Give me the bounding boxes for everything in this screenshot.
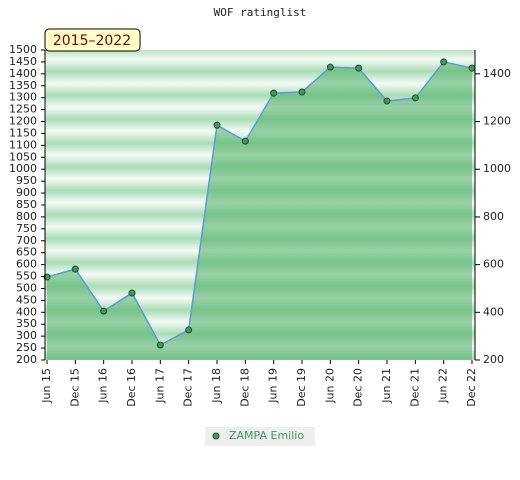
x-tick-label: Dec 17 — [182, 368, 195, 407]
marker — [298, 88, 306, 96]
y2-tick-label: 200 — [483, 353, 504, 366]
marker — [383, 97, 391, 105]
y-tick-label: 250 — [16, 341, 37, 354]
y-tick-label: 550 — [16, 270, 37, 283]
y2-tick-label: 800 — [483, 210, 504, 223]
marker — [156, 341, 164, 349]
legend-box — [205, 427, 315, 446]
y-tick-label: 500 — [16, 281, 37, 294]
marker — [411, 94, 419, 102]
marker — [71, 265, 79, 273]
y-tick-label: 1500 — [9, 43, 37, 56]
y-tick-label: 950 — [16, 174, 37, 187]
annotation: 2015–2022 — [53, 33, 131, 49]
y-tick-label: 200 — [16, 353, 37, 366]
area — [47, 61, 472, 361]
y-tick-label: 600 — [16, 258, 37, 271]
x-tick-label: Jun 19 — [267, 368, 280, 404]
y-tick-label: 1050 — [9, 150, 37, 163]
marker — [241, 137, 249, 145]
x-tick-label: Dec 22 — [465, 368, 478, 407]
y-tick-label: 1150 — [9, 126, 37, 139]
y-tick-label: 700 — [16, 234, 37, 247]
y-tick-label: 800 — [16, 210, 37, 223]
x-tick-label: Dec 19 — [295, 368, 308, 407]
marker — [440, 58, 448, 66]
x-tick-label: Dec 15 — [68, 368, 81, 407]
x-tick-label: Jun 16 — [97, 368, 110, 404]
x-tick-label: Jun 20 — [323, 368, 336, 404]
y-tick-label: 1300 — [9, 91, 37, 104]
y2-tick-label: 1000 — [483, 162, 511, 175]
y-tick-label: 300 — [16, 329, 37, 342]
marker — [326, 63, 334, 71]
line — [46, 61, 473, 346]
marker — [128, 289, 136, 297]
marker — [468, 64, 476, 72]
y2-tick-label: 600 — [483, 258, 504, 271]
chart-title: WOF ratinglist — [214, 6, 307, 19]
x-tick-label: Jun 17 — [153, 368, 166, 404]
x-tick-label: Jun 21 — [380, 368, 393, 404]
legend-label: ZAMPA Emilio — [229, 429, 304, 442]
y-tick-label: 650 — [16, 246, 37, 259]
y-tick-label: 1350 — [9, 79, 37, 92]
y-tick-label: 1450 — [9, 55, 37, 68]
legend-marker — [212, 432, 220, 440]
y-tick-label: 350 — [16, 317, 37, 330]
x-tick-label: Jun 22 — [437, 368, 450, 404]
annotation-box — [44, 28, 141, 52]
x-tick-label: Dec 21 — [408, 368, 421, 407]
marker — [270, 89, 278, 97]
marker — [213, 121, 221, 129]
y-tick-label: 1000 — [9, 162, 37, 175]
y-tick-label: 1400 — [9, 67, 37, 80]
x-tick-label: Dec 18 — [238, 368, 251, 407]
y-tick-label: 400 — [16, 305, 37, 318]
y2-tick-label: 400 — [483, 305, 504, 318]
x-tick-label: Dec 16 — [125, 368, 138, 407]
y-tick-label: 750 — [16, 222, 37, 235]
y-tick-label: 1100 — [9, 138, 37, 151]
y-tick-label: 1200 — [9, 115, 37, 128]
y-tick-label: 450 — [16, 293, 37, 306]
y2-tick-label: 1400 — [483, 67, 511, 80]
y2-tick-label: 1200 — [483, 115, 511, 128]
y-tick-label: 1250 — [9, 103, 37, 116]
y-tick-label: 900 — [16, 186, 37, 199]
marker — [100, 307, 108, 315]
marker — [185, 326, 193, 334]
x-tick-label: Dec 20 — [352, 368, 365, 407]
x-tick-label: Jun 15 — [40, 368, 53, 404]
marker — [355, 64, 363, 72]
y-tick-label: 850 — [16, 198, 37, 211]
x-tick-label: Jun 18 — [210, 368, 223, 404]
